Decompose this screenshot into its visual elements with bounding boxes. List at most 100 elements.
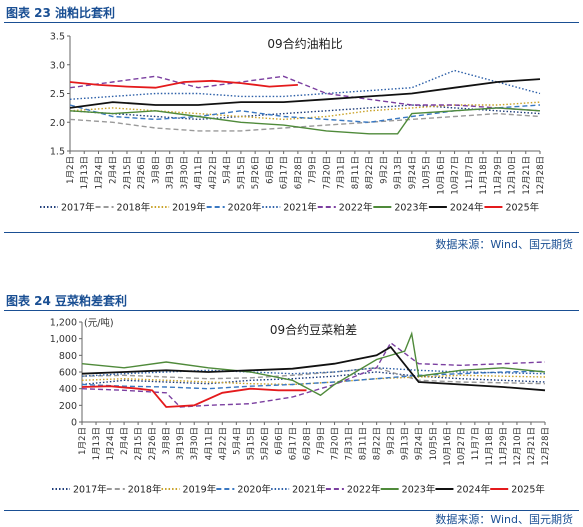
legend-label: 2022年 (339, 202, 373, 214)
series-line (69, 69, 541, 100)
legend-label: 2023年 (402, 484, 436, 496)
y-tick-label: 2.5 (50, 89, 65, 100)
series-line (81, 385, 307, 408)
x-tick-label: 11月18日 (485, 427, 495, 466)
x-tick-label: 8月11日 (351, 156, 361, 189)
x-tick-label: 9月13日 (394, 156, 404, 189)
source-rule (4, 510, 579, 511)
x-tick-label: 12月28日 (541, 427, 551, 466)
x-tick-label: 10月16日 (436, 156, 446, 195)
x-tick-label: 9月2日 (379, 156, 389, 184)
y-axis-label: (元/吨) (84, 317, 114, 329)
legend-label: 2021年 (283, 202, 317, 214)
series-line (69, 107, 541, 135)
legend-label: 2025年 (511, 484, 545, 496)
x-tick-label: 6月28日 (294, 156, 304, 189)
x-tick-label: 10月27日 (457, 427, 467, 466)
series-line (69, 78, 541, 109)
title-rule (4, 22, 579, 23)
y-tick-label: 3.0 (50, 60, 65, 71)
x-tick-label: 5月15日 (237, 156, 247, 189)
source-rule (4, 232, 579, 233)
series-line (69, 104, 541, 121)
x-tick-label: 5月15日 (246, 427, 256, 460)
title-rule (4, 310, 579, 311)
x-tick-label: 11月18日 (479, 156, 489, 195)
x-tick-label: 12月21日 (522, 156, 532, 195)
series-line (81, 367, 546, 377)
legend-label: 2020年 (228, 202, 262, 214)
x-tick-label: 2月26日 (148, 427, 158, 460)
series-line (69, 79, 298, 89)
x-tick-label: 3月30日 (190, 427, 200, 460)
x-tick-label: 4月11日 (194, 156, 204, 189)
x-tick-label: 1月13日 (80, 156, 90, 189)
x-tick-label: 8月11日 (359, 427, 369, 460)
x-tick-label: 5月4日 (223, 156, 233, 184)
x-tick-label: 8月22日 (365, 156, 375, 189)
figure-title: 图表 23 油粕比套利 (6, 6, 116, 20)
series-line (81, 345, 546, 392)
legend-label: 2018年 (128, 484, 162, 496)
x-tick-label: 9月2日 (387, 427, 397, 455)
legend-label: 2019年 (183, 484, 217, 496)
legend-label: 2018年 (117, 202, 151, 214)
chart-title: 09合约油粕比 (267, 36, 342, 51)
legend-label: 2024年 (456, 484, 490, 496)
x-tick-label: 3月30日 (180, 156, 190, 189)
x-tick-label: 9月24日 (408, 156, 418, 189)
x-tick-label: 7月9日 (308, 156, 318, 184)
x-tick-label: 11月29日 (499, 427, 509, 466)
x-tick-label: 10月5日 (429, 427, 439, 460)
x-tick-label: 12月10日 (508, 156, 518, 195)
chart-title: 09合约豆菜粕差 (270, 322, 357, 337)
y-tick-label: 600 (59, 368, 77, 379)
legend-label: 2024年 (450, 202, 484, 214)
series-line (69, 101, 541, 121)
x-tick-label: 5月26日 (260, 427, 270, 460)
x-tick-label: 11月7日 (465, 156, 475, 189)
y-tick-label: 1,000 (50, 334, 77, 345)
x-tick-label: 10月5日 (422, 156, 432, 189)
x-tick-label: 8月22日 (373, 427, 383, 460)
x-tick-label: 12月28日 (536, 156, 546, 195)
x-tick-label: 7月9日 (317, 427, 327, 455)
x-tick-label: 6月6日 (274, 427, 284, 455)
x-tick-label: 10月16日 (443, 427, 453, 466)
x-tick-label: 4月22日 (218, 427, 228, 460)
x-tick-label: 6月6日 (265, 156, 275, 184)
x-tick-label: 10月27日 (451, 156, 461, 195)
source-note: 数据来源：Wind、国元期货 (435, 238, 573, 251)
series-line (81, 367, 546, 385)
x-tick-label: 7月31日 (345, 427, 355, 460)
legend-label: 2019年 (172, 202, 206, 214)
x-tick-label: 2月15日 (134, 427, 144, 460)
x-tick-label: 7月20日 (331, 427, 341, 460)
x-tick-label: 1月13日 (92, 427, 102, 460)
x-tick-label: 5月4日 (232, 427, 242, 455)
legend-label: 2023年 (394, 202, 428, 214)
x-tick-label: 6月17日 (280, 156, 290, 189)
series-line (69, 104, 541, 124)
x-tick-label: 4月11日 (204, 427, 214, 460)
x-tick-label: 2月15日 (123, 156, 133, 189)
x-tick-label: 2月26日 (137, 156, 147, 189)
legend-label: 2017年 (73, 484, 107, 496)
x-tick-label: 9月24日 (415, 427, 425, 460)
y-tick-label: 0 (71, 418, 77, 429)
x-tick-label: 3月8日 (151, 156, 161, 184)
series-line (81, 371, 546, 386)
y-tick-label: 400 (59, 384, 77, 395)
y-tick-label: 2.0 (50, 118, 65, 129)
series-line (81, 341, 546, 408)
y-tick-label: 200 (59, 401, 77, 412)
legend-label: 2022年 (347, 484, 381, 496)
x-tick-label: 1月24日 (106, 427, 116, 460)
chart-soy-rape-meal-spread: 09合约豆菜粕差 1,200 1,000 800 600 400 200 0 (元/吨) 1月2日… (50, 317, 551, 496)
x-tick-label: 12月21日 (527, 427, 537, 466)
y-tick-label: 800 (59, 351, 77, 362)
legend-label: 2021年 (292, 484, 326, 496)
figure-title: 图表 24 豆菜粕差套利 (6, 294, 128, 308)
x-tick-label: 11月29日 (493, 156, 503, 195)
